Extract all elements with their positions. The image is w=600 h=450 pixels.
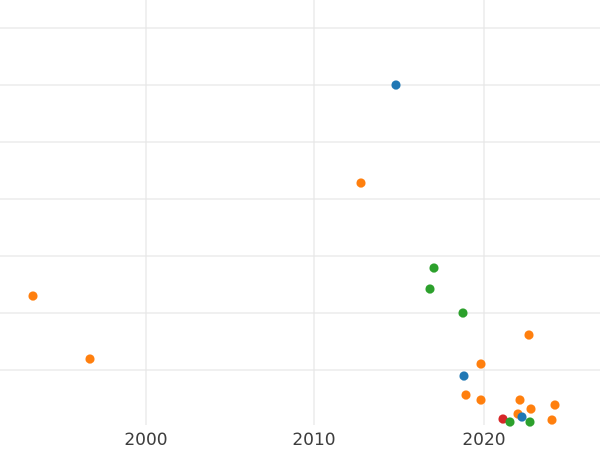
data-point-green	[505, 417, 515, 427]
gridlines	[0, 0, 600, 425]
data-point-orange	[356, 178, 366, 188]
data-point-orange	[476, 359, 486, 369]
data-point-orange	[461, 390, 471, 400]
data-point-green	[429, 263, 439, 273]
x-axis-tick-labels: 2000 2010 2020	[124, 430, 505, 450]
data-point-orange	[526, 404, 536, 414]
data-point-orange	[547, 415, 557, 425]
data-point-orange	[28, 291, 38, 301]
data-point-orange	[515, 395, 525, 405]
data-point-green	[525, 417, 535, 427]
x-tick-label-2000: 2000	[124, 430, 167, 450]
data-points	[28, 80, 560, 427]
x-tick-label-2020: 2020	[462, 430, 505, 450]
data-point-blue	[459, 371, 469, 381]
x-tick-label-2010: 2010	[292, 430, 335, 450]
data-point-red	[498, 414, 508, 424]
data-point-orange	[85, 354, 95, 364]
data-point-orange	[476, 395, 486, 405]
data-point-green	[425, 284, 435, 294]
data-point-orange	[550, 400, 560, 410]
data-point-orange	[524, 330, 534, 340]
data-point-blue	[391, 80, 401, 90]
data-point-blue	[517, 412, 527, 422]
data-point-green	[458, 308, 468, 318]
